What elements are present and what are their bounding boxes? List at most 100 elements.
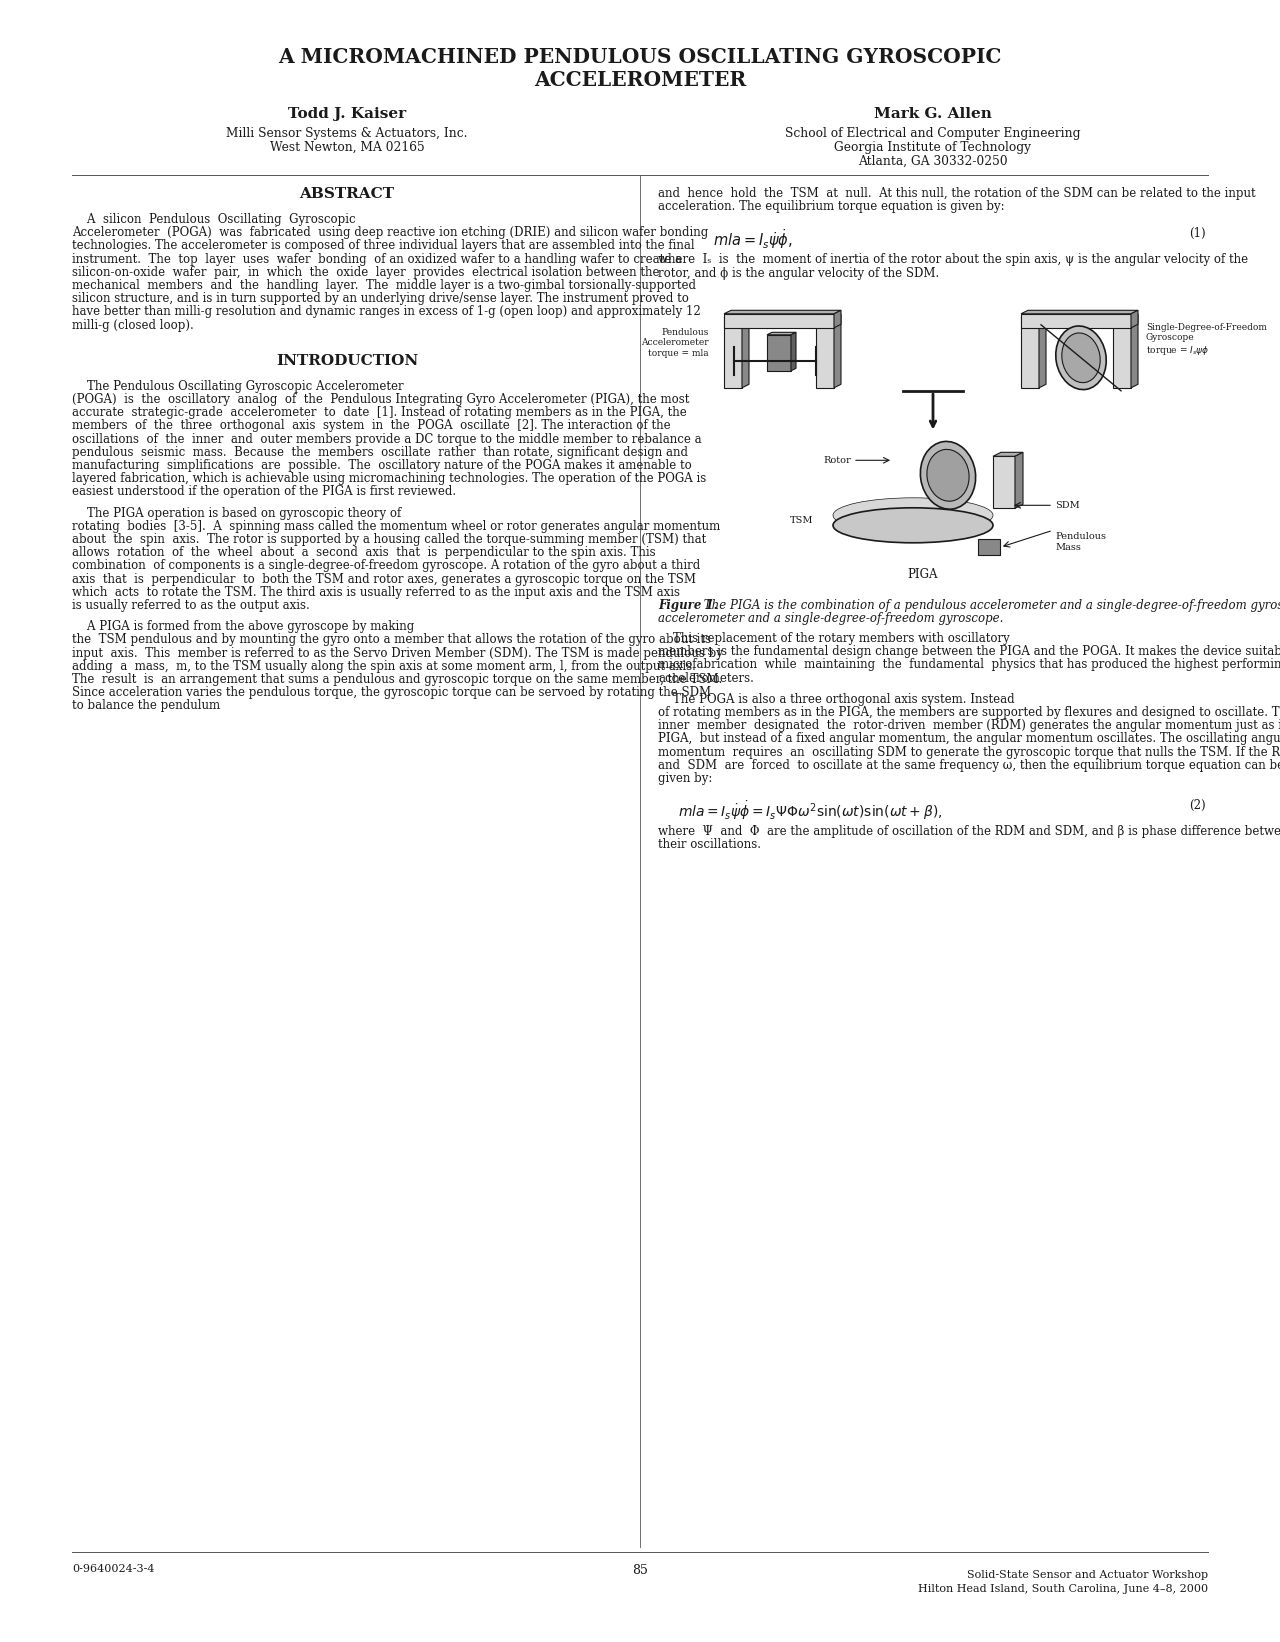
Text: Single-Degree-of-Freedom
Gyroscope
torque = $I_s\psi\phi$: Single-Degree-of-Freedom Gyroscope torqu… [1146, 323, 1267, 356]
Text: Figure 1.: Figure 1. [658, 599, 718, 612]
Text: Atlanta, GA 30332-0250: Atlanta, GA 30332-0250 [858, 154, 1007, 167]
Text: Pendulous
Accelerometer
torque = mla: Pendulous Accelerometer torque = mla [641, 328, 709, 358]
Text: Milli Sensor Systems & Actuators, Inc.: Milli Sensor Systems & Actuators, Inc. [227, 126, 467, 140]
Text: allows  rotation  of  the  wheel  about  a  second  axis  that  is  perpendicula: allows rotation of the wheel about a sec… [72, 547, 655, 560]
Text: axis  that  is  perpendicular  to  both the TSM and rotor axes, generates a gyro: axis that is perpendicular to both the T… [72, 573, 696, 586]
Text: inner  member  designated  the  rotor-driven  member (RDM) generates the angular: inner member designated the rotor-driven… [658, 719, 1280, 732]
Text: is usually referred to as the output axis.: is usually referred to as the output axi… [72, 599, 310, 612]
Text: A  silicon  Pendulous  Oscillating  Gyroscopic: A silicon Pendulous Oscillating Gyroscop… [72, 213, 356, 227]
Polygon shape [1132, 314, 1138, 388]
Text: their oscillations.: their oscillations. [658, 839, 762, 852]
Text: Since acceleration varies the pendulous torque, the gyroscopic torque can be ser: Since acceleration varies the pendulous … [72, 686, 712, 699]
Polygon shape [835, 314, 841, 388]
Text: Rotor: Rotor [823, 456, 851, 465]
Text: of rotating members as in the PIGA, the members are supported by flexures and de: of rotating members as in the PIGA, the … [658, 706, 1280, 719]
Text: ABSTRACT: ABSTRACT [300, 187, 394, 200]
Text: (1): (1) [1189, 227, 1206, 240]
Text: rotating  bodies  [3-5].  A  spinning mass called the momentum wheel or rotor ge: rotating bodies [3-5]. A spinning mass c… [72, 521, 721, 532]
Text: silicon structure, and is in turn supported by an underlying drive/sense layer. : silicon structure, and is in turn suppor… [72, 292, 689, 305]
Text: which  acts  to rotate the TSM. The third axis is usually referred to as the inp: which acts to rotate the TSM. The third … [72, 586, 680, 599]
Polygon shape [1132, 310, 1138, 328]
Text: ACCELEROMETER: ACCELEROMETER [534, 71, 746, 90]
Text: $mla = I_s\dot{\psi}\dot{\phi},$: $mla = I_s\dot{\psi}\dot{\phi},$ [713, 227, 792, 251]
Text: INTRODUCTION: INTRODUCTION [276, 353, 419, 368]
Text: given by:: given by: [658, 772, 713, 785]
Text: easiest understood if the operation of the PIGA is first reviewed.: easiest understood if the operation of t… [72, 486, 456, 499]
Text: SDM: SDM [1055, 501, 1080, 509]
Text: milli-g (closed loop).: milli-g (closed loop). [72, 319, 193, 332]
Text: and  hence  hold  the  TSM  at  null.  At this null, the rotation of the SDM can: and hence hold the TSM at null. At this … [658, 187, 1256, 200]
Bar [658, 294, 1208, 589]
Ellipse shape [920, 442, 975, 509]
Text: The  result  is  an arrangement that sums a pendulous and gyroscopic torque on t: The result is an arrangement that sums a… [72, 673, 722, 686]
Text: adding  a  mass,  m, to the TSM usually along the spin axis at some moment arm, : adding a mass, m, to the TSM usually alo… [72, 660, 696, 673]
Ellipse shape [833, 498, 993, 532]
Text: pendulous  seismic  mass.  Because  the  members  oscillate  rather  than rotate: pendulous seismic mass. Because the memb… [72, 445, 689, 458]
Polygon shape [791, 332, 796, 371]
Text: PIGA: PIGA [908, 568, 938, 581]
Text: Todd J. Kaiser: Todd J. Kaiser [288, 107, 406, 122]
Text: $mla = I_s\dot{\psi}\dot{\phi} = I_s\Psi\Phi\omega^2\sin(\omega t)\sin(\omega t : $mla = I_s\dot{\psi}\dot{\phi} = I_s\Psi… [678, 800, 942, 823]
Text: technologies. The accelerometer is composed of three individual layers that are : technologies. The accelerometer is compo… [72, 240, 695, 253]
Text: accurate  strategic-grade  accelerometer  to  date  [1]. Instead of rotating mem: accurate strategic-grade accelerometer t… [72, 406, 687, 419]
Text: A PIGA is formed from the above gyroscope by making: A PIGA is formed from the above gyroscop… [72, 621, 415, 634]
Text: This replacement of the rotary members with oscillatory: This replacement of the rotary members w… [658, 632, 1010, 645]
Bar [1114, 319, 1132, 388]
Polygon shape [742, 314, 749, 388]
Text: microfabrication  while  maintaining  the  fundamental  physics that has produce: microfabrication while maintaining the f… [658, 658, 1280, 672]
Text: momentum  requires  an  oscillating SDM to generate the gyroscopic torque that n: momentum requires an oscillating SDM to … [658, 745, 1280, 759]
Text: where  Iₛ  is  the  moment of inertia of the rotor about the spin axis, ψ is the: where Iₛ is the moment of inertia of the… [658, 253, 1248, 266]
Text: 85: 85 [632, 1563, 648, 1576]
Text: about  the  spin  axis.  The rotor is supported by a housing called the torque-s: about the spin axis. The rotor is suppor… [72, 534, 707, 547]
Bar [1021, 319, 1039, 388]
Polygon shape [1021, 310, 1138, 314]
Text: The PIGA is the combination of a pendulous accelerometer and a single-degree-of-: The PIGA is the combination of a pendulo… [700, 599, 1280, 612]
Text: Mark G. Allen: Mark G. Allen [874, 107, 992, 122]
Text: oscillations  of  the  inner  and  outer members provide a DC torque to the midd: oscillations of the inner and outer memb… [72, 432, 701, 445]
Bar [724, 314, 835, 328]
Ellipse shape [1062, 333, 1101, 383]
Ellipse shape [833, 507, 993, 544]
Polygon shape [1015, 452, 1023, 509]
Bar [817, 319, 835, 388]
Text: The POGA is also a three orthogonal axis system. Instead: The POGA is also a three orthogonal axis… [658, 693, 1015, 706]
Text: to balance the pendulum: to balance the pendulum [72, 699, 220, 713]
Bar [724, 319, 742, 388]
Ellipse shape [1056, 327, 1106, 389]
Text: Solid-State Sensor and Actuator Workshop: Solid-State Sensor and Actuator Workshop [966, 1570, 1208, 1580]
Text: members  of  the  three  orthogonal  axis  system  in  the  POGA  oscillate  [2]: members of the three orthogonal axis sys… [72, 419, 671, 432]
Text: have better than milli-g resolution and dynamic ranges in excess of 1-g (open lo: have better than milli-g resolution and … [72, 305, 700, 319]
Text: silicon-on-oxide  wafer  pair,  in  which  the  oxide  layer  provides  electric: silicon-on-oxide wafer pair, in which th… [72, 266, 659, 279]
Text: A MICROMACHINED PENDULOUS OSCILLATING GYROSCOPIC: A MICROMACHINED PENDULOUS OSCILLATING GY… [278, 48, 1002, 67]
Text: mechanical  members  and  the  handling  layer.  The  middle layer is a two-gimb: mechanical members and the handling laye… [72, 279, 696, 292]
Text: Georgia Institute of Technology: Georgia Institute of Technology [835, 141, 1032, 154]
Text: (POGA)  is  the  oscillatory  analog  of  the  Pendulous Integrating Gyro Accele: (POGA) is the oscillatory analog of the … [72, 392, 690, 406]
Text: Hilton Head Island, South Carolina, June 4–8, 2000: Hilton Head Island, South Carolina, June… [918, 1585, 1208, 1594]
Text: West Newton, MA 02165: West Newton, MA 02165 [270, 141, 425, 154]
Polygon shape [835, 310, 841, 328]
Text: 0-9640024-3-4: 0-9640024-3-4 [72, 1563, 155, 1575]
Text: where  Ψ  and  Φ  are the amplitude of oscillation of the RDM and SDM, and β is : where Ψ and Φ are the amplitude of oscil… [658, 826, 1280, 837]
Text: School of Electrical and Computer Engineering: School of Electrical and Computer Engine… [785, 126, 1080, 140]
Ellipse shape [927, 450, 969, 501]
Polygon shape [1114, 314, 1138, 319]
Text: accelerometers.: accelerometers. [658, 672, 754, 685]
Polygon shape [1021, 314, 1046, 319]
Text: and  SDM  are  forced  to oscillate at the same frequency ω, then the equilibriu: and SDM are forced to oscillate at the s… [658, 759, 1280, 772]
Text: members is the fundamental design change between the PIGA and the POGA. It makes: members is the fundamental design change… [658, 645, 1280, 658]
Bar [993, 456, 1015, 509]
Text: manufacturing  simplifications  are  possible.  The  oscillatory nature of the P: manufacturing simplifications are possib… [72, 460, 691, 471]
Polygon shape [817, 314, 841, 319]
Polygon shape [1039, 314, 1046, 388]
Polygon shape [993, 452, 1023, 456]
Text: layered fabrication, which is achievable using micromachining technologies. The : layered fabrication, which is achievable… [72, 473, 707, 484]
Text: input  axis.  This  member is referred to as the Servo Driven Member (SDM). The : input axis. This member is referred to a… [72, 647, 723, 660]
Text: Accelerometer  (POGA)  was  fabricated  using deep reactive ion etching (DRIE) a: Accelerometer (POGA) was fabricated usin… [72, 227, 708, 240]
Polygon shape [767, 332, 796, 335]
Text: acceleration. The equilibrium torque equation is given by:: acceleration. The equilibrium torque equ… [658, 200, 1005, 213]
Text: combination  of components is a single-degree-of-freedom gyroscope. A rotation o: combination of components is a single-de… [72, 560, 700, 573]
Text: the  TSM pendulous and by mounting the gyro onto a member that allows the rotati: the TSM pendulous and by mounting the gy… [72, 634, 710, 647]
Polygon shape [724, 310, 841, 314]
Text: Pendulous
Mass: Pendulous Mass [1055, 532, 1106, 552]
Text: accelerometer and a single-degree-of-freedom gyroscope.: accelerometer and a single-degree-of-fre… [658, 612, 1004, 626]
